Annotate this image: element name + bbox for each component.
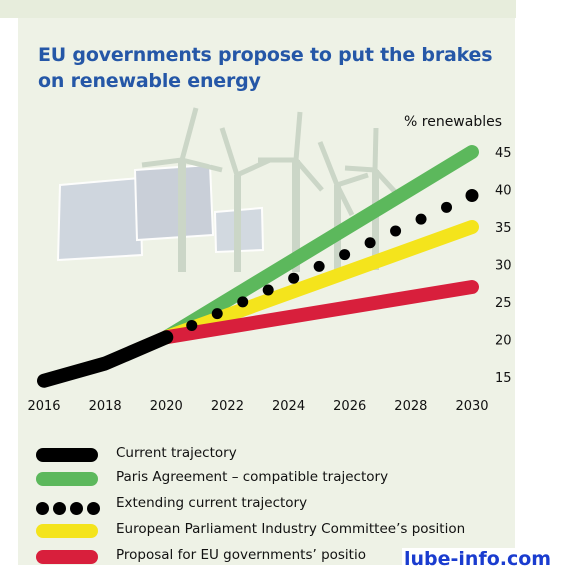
x-tick-label: 2018 <box>89 399 122 414</box>
x-tick-label: 2024 <box>272 399 305 414</box>
decorative-illustration <box>56 107 400 275</box>
legend-swatch-parliament <box>36 524 98 538</box>
chart-title: EU governments propose to put the brakes… <box>38 42 508 94</box>
series-point-extending-current-trajectory <box>390 225 402 237</box>
legend-label-governments: Proposal for EU governments’ positio <box>116 547 366 563</box>
legend-item-current: Current trajectory <box>30 444 520 464</box>
legend-label-extending: Extending current trajectory <box>116 495 308 511</box>
legend-swatch-paris <box>36 472 98 486</box>
wind-turbine-icon <box>141 107 400 275</box>
top-strip <box>0 0 516 18</box>
series-point-extending-current-trajectory <box>186 319 198 331</box>
chart-title-line-1: EU governments propose to put the brakes <box>38 44 493 66</box>
y-axis-label: % renewables <box>404 114 503 130</box>
legend-dot <box>70 502 83 515</box>
series-point-extending-current-trajectory <box>441 201 453 213</box>
x-tick-label: 2020 <box>150 399 183 414</box>
legend-item-parliament: European Parliament Industry Committee’s… <box>30 520 520 540</box>
legend-item-paris: Paris Agreement – compatible trajectory <box>30 468 520 488</box>
legend-label-current: Current trajectory <box>116 445 237 461</box>
series-point-extending-current-trajectory <box>465 189 479 202</box>
series-point-extending-current-trajectory <box>364 237 376 249</box>
series-point-extending-current-trajectory <box>339 249 351 261</box>
y-tick-label: 30 <box>495 259 512 274</box>
chart-title-line-2: on renewable energy <box>38 70 261 92</box>
series-line-proposal-for-eu-governments-positio <box>159 280 479 345</box>
legend-swatch-extending <box>36 498 100 515</box>
series-point-extending-current-trajectory <box>415 213 427 225</box>
legend-label-parliament: European Parliament Industry Committee’s… <box>116 521 466 537</box>
series-point-extending-current-trajectory <box>262 284 274 296</box>
tick-layer: 2016 2018 2020 2022 2024 2026 2028 2030 15 20 25 30… <box>27 146 511 414</box>
legend-swatch-governments <box>36 550 98 564</box>
y-tick-label: 40 <box>495 184 512 199</box>
legend-item-governments: Proposal for EU governments’ positio <box>30 546 520 566</box>
series-line-paris-agreement-compatible-trajectory <box>159 145 479 345</box>
legend-dot <box>53 502 66 515</box>
x-tick-label: 2026 <box>333 399 366 414</box>
series-layer <box>37 145 479 388</box>
x-tick-label: 2028 <box>394 399 427 414</box>
y-tick-label: 35 <box>495 221 512 236</box>
watermark: lube-info.com <box>402 548 554 570</box>
solar-panel-icon <box>56 163 265 262</box>
series-point-extending-current-trajectory <box>237 296 249 308</box>
legend-item-extending: Extending current trajectory <box>30 494 520 515</box>
x-tick-label: 2030 <box>455 399 488 414</box>
legend-swatch-current <box>36 448 98 462</box>
y-tick-label: 15 <box>495 371 512 386</box>
series-point-extending-current-trajectory <box>288 272 300 284</box>
series-point-extending-current-trajectory <box>313 260 325 272</box>
y-tick-label: 25 <box>495 296 512 311</box>
y-tick-label: 20 <box>495 334 512 349</box>
x-tick-label: 2022 <box>211 399 244 414</box>
y-tick-label: 45 <box>495 146 512 161</box>
x-tick-label: 2016 <box>27 399 60 414</box>
legend-dot <box>87 502 100 515</box>
legend-dot <box>36 502 49 515</box>
series-line-current-trajectory <box>37 330 174 388</box>
legend-label-paris: Paris Agreement – compatible trajectory <box>116 469 389 485</box>
series-point-extending-current-trajectory <box>211 308 223 320</box>
